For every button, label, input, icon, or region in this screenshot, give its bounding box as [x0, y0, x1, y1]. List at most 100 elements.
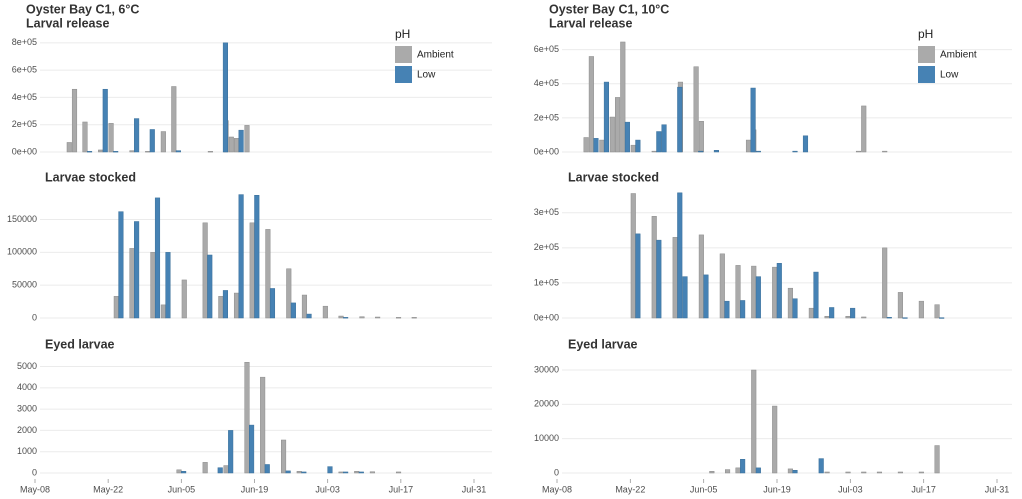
bar — [233, 292, 240, 319]
bar — [228, 136, 234, 153]
bar — [735, 467, 741, 474]
bar — [861, 471, 867, 474]
bar — [750, 87, 756, 153]
bar — [861, 316, 867, 319]
x-tick-label: May-22 — [93, 484, 123, 494]
x-tick-label: Jul-17 — [911, 484, 936, 494]
bar — [160, 304, 166, 319]
bar — [238, 129, 244, 153]
bar — [285, 470, 291, 474]
bar — [102, 88, 108, 153]
bar — [609, 116, 615, 153]
bar — [338, 315, 344, 319]
bar — [338, 471, 344, 474]
bar — [254, 195, 260, 319]
bar — [343, 317, 349, 319]
x-tick-label: May-08 — [20, 484, 50, 494]
bar — [876, 471, 883, 474]
legend-label: Low — [417, 70, 436, 81]
bar — [181, 279, 187, 319]
bar — [861, 105, 867, 153]
panel-title: Larvae stocked — [568, 170, 659, 184]
bar — [808, 307, 814, 319]
legend-key — [918, 66, 935, 83]
bar — [358, 471, 364, 474]
y-tick-label: 100000 — [7, 247, 37, 257]
x-tick-label: Jul-03 — [315, 484, 340, 494]
bar — [713, 150, 719, 153]
y-tick-label: 0 — [554, 467, 559, 477]
y-tick-label: 3e+05 — [534, 207, 559, 217]
bar — [656, 131, 662, 153]
panel-title: Eyed larvae — [45, 337, 115, 351]
bar — [724, 300, 730, 319]
y-tick-label: 4e+05 — [534, 78, 559, 88]
bar — [886, 317, 892, 319]
bar — [599, 139, 605, 153]
y-tick-label: 50000 — [12, 280, 37, 290]
bar — [118, 211, 124, 319]
x-tick-label: Jul-31 — [462, 484, 487, 494]
bar — [792, 470, 798, 474]
bar — [588, 56, 594, 153]
bar — [829, 307, 835, 319]
bar — [802, 135, 809, 153]
bar — [897, 471, 903, 474]
bar — [260, 376, 266, 474]
bar — [615, 97, 621, 153]
bar — [792, 150, 798, 153]
y-tick-label: 2e+05 — [534, 112, 559, 122]
x-tick-label: Jul-31 — [985, 484, 1010, 494]
bar — [149, 129, 155, 153]
y-tick-label: 20000 — [534, 399, 559, 409]
bar — [301, 294, 308, 319]
bar — [202, 462, 208, 474]
bar — [395, 317, 402, 319]
bar — [677, 86, 683, 153]
bar — [661, 124, 667, 153]
bar — [145, 151, 151, 153]
x-tick-label: Jul-17 — [389, 484, 414, 494]
bar — [939, 317, 945, 319]
bar — [249, 222, 255, 319]
bar — [71, 88, 78, 153]
bar — [264, 464, 270, 474]
bar — [281, 439, 287, 474]
bar — [228, 430, 234, 474]
y-tick-label: 4e+05 — [12, 92, 37, 102]
bar — [150, 252, 156, 319]
bar — [725, 469, 731, 474]
bar — [755, 276, 761, 319]
bar — [845, 315, 851, 319]
y-tick-label: 0e+00 — [12, 146, 37, 156]
bar — [698, 150, 704, 153]
bar — [635, 139, 641, 153]
x-tick-label: May-08 — [542, 484, 572, 494]
bar — [87, 151, 93, 153]
bar — [630, 193, 636, 319]
y-tick-label: 0e+00 — [534, 312, 559, 322]
bar — [703, 274, 709, 319]
bar — [918, 471, 924, 474]
chart-title: Oyster Bay C1, 10°C — [549, 2, 669, 16]
bar — [735, 265, 741, 319]
bar — [98, 149, 104, 153]
bar — [290, 302, 296, 319]
bar — [238, 194, 244, 319]
bar — [207, 151, 213, 153]
bar — [249, 424, 255, 474]
legend-title: pH — [395, 27, 410, 41]
bar — [301, 471, 307, 474]
y-tick-label: 2e+05 — [12, 119, 37, 129]
bar — [129, 248, 135, 319]
bar — [129, 150, 135, 153]
legend-key — [395, 66, 412, 83]
panel-title: Larval release — [549, 16, 632, 30]
bar — [855, 150, 862, 153]
bar — [134, 221, 140, 319]
bar — [651, 216, 657, 319]
y-tick-label: 2000 — [17, 425, 37, 435]
bar — [583, 137, 589, 153]
legend-label: Ambient — [417, 50, 454, 61]
